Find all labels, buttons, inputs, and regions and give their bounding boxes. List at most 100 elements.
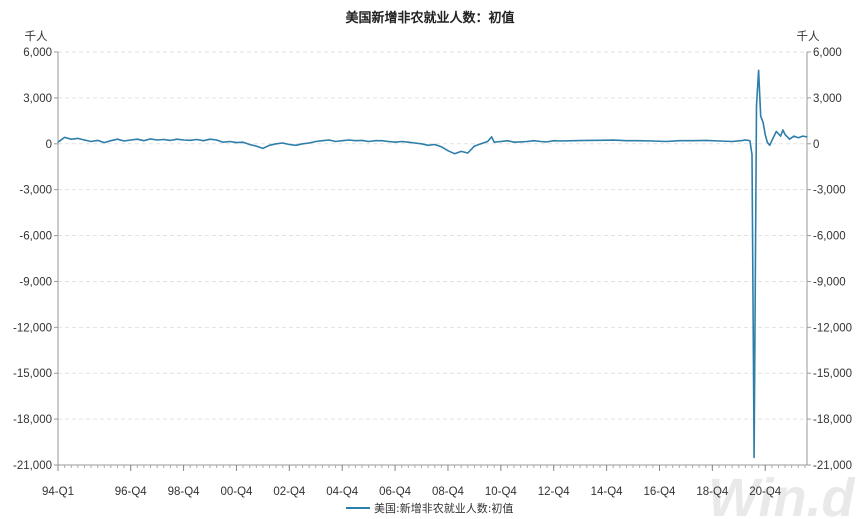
y-tick-label-right: -3,000 (813, 185, 846, 197)
y-unit-left: 千人 (25, 29, 48, 43)
data-point (480, 143, 482, 145)
data-point (718, 140, 720, 142)
data-point (572, 140, 575, 142)
y-tick-label-left: -18,000 (13, 414, 52, 426)
data-point (308, 142, 310, 144)
data-point (103, 142, 105, 144)
y-tick-label-right: -15,000 (813, 368, 852, 380)
x-tick-label: 10-Q4 (485, 486, 518, 498)
data-point (802, 135, 804, 137)
data-point (242, 141, 244, 143)
data-point (169, 139, 171, 141)
y-tick-label-right: -21,000 (813, 460, 852, 472)
data-point (77, 137, 79, 139)
y-unit-right: 千人 (797, 29, 820, 43)
data-point (775, 130, 777, 133)
data-point (491, 136, 493, 138)
y-tick-label-left: -3,000 (19, 185, 52, 197)
x-axis: 94-Q1 96-Q4 98-Q4 00-Q4 02-Q4 04-Q4 06-Q4 08-Q4… (42, 465, 806, 498)
data-point (749, 140, 751, 142)
data-point (116, 138, 119, 140)
data-point (771, 140, 773, 142)
data-point (321, 140, 323, 142)
x-tick-label: 04-Q4 (326, 486, 359, 498)
data-point (766, 141, 768, 143)
y-tick-label-left: -12,000 (13, 322, 52, 334)
x-tick-label: 96-Q4 (115, 486, 148, 498)
data-point (255, 145, 257, 147)
data-point (110, 140, 112, 142)
y-tick-label-right: 3,000 (813, 93, 842, 105)
data-point (149, 138, 152, 140)
y-tick-label-left: 3,000 (23, 93, 52, 105)
y-tick-label-right: -9,000 (813, 276, 846, 288)
data-point (625, 140, 628, 142)
y-tick-label-right: -18,000 (813, 414, 852, 426)
series-line (57, 69, 808, 459)
data-point (361, 139, 363, 141)
data-point (789, 138, 791, 140)
x-tick-label: 18-Q4 (696, 486, 729, 498)
data-point (454, 153, 456, 155)
y-tick-label-left: -9,000 (19, 276, 52, 288)
x-tick-label: 02-Q4 (273, 486, 306, 498)
data-point (744, 139, 747, 141)
data-point (381, 140, 383, 142)
y-tick-label-right: 6,000 (813, 47, 842, 59)
x-tick-label: 08-Q4 (432, 486, 465, 498)
y-tick-label-left: -15,000 (13, 368, 52, 380)
data-point (176, 138, 178, 140)
x-tick-label: 00-Q4 (220, 486, 253, 498)
data-point (500, 140, 502, 143)
data-point (70, 138, 72, 140)
data-point (229, 140, 231, 143)
data-point (533, 140, 535, 142)
data-point (487, 140, 489, 143)
data-point (493, 141, 495, 143)
data-point (420, 143, 423, 145)
data-point (57, 141, 59, 143)
data-point (705, 139, 707, 141)
x-tick-label: 20-Q4 (749, 486, 782, 498)
data-point (209, 138, 211, 140)
data-point (374, 140, 376, 142)
data-point (513, 141, 515, 143)
data-point (335, 140, 337, 143)
data-point (368, 140, 370, 143)
data-point (652, 140, 654, 142)
data-point (143, 140, 145, 142)
legend: 美国:新增非农就业人数:初值 (346, 501, 513, 515)
y-tick-label-right: -6,000 (813, 231, 846, 243)
data-point (467, 152, 469, 154)
data-point (183, 139, 185, 141)
y-tick-label-left: -21,000 (13, 460, 52, 472)
x-tick-label: 98-Q4 (168, 486, 201, 498)
data-point (282, 142, 284, 144)
data-point (434, 143, 436, 146)
watermark: Win.d (708, 468, 855, 519)
y-axis-left: 6,000 3,000 0 -3,000 -6,000 -9,000 -12,000 -15,… (13, 47, 58, 472)
data-point (753, 456, 755, 458)
data-point (427, 144, 429, 146)
y-tick-label-right: -12,000 (813, 322, 852, 334)
data-point (586, 139, 588, 141)
y-axis-right: 6,000 3,000 0 -3,000 -6,000 -9,000 -12,000 -15,… (807, 47, 852, 472)
data-point (678, 140, 680, 142)
data-point (401, 140, 403, 143)
data-point (394, 141, 396, 143)
data-point (553, 140, 555, 142)
data-point (793, 135, 795, 137)
data-point (780, 135, 782, 137)
data-point (806, 136, 808, 138)
chart-title: 美国新增非农就业人数：初值 (345, 10, 514, 26)
data-point (764, 134, 766, 136)
data-point (163, 138, 165, 141)
data-point (97, 139, 99, 141)
data-point (440, 146, 442, 148)
data-point (275, 143, 277, 145)
data-point (262, 147, 264, 149)
y-tick-label-right: 0 (813, 139, 819, 151)
data-point (758, 69, 760, 71)
data-point (526, 140, 528, 143)
data-point (189, 139, 191, 141)
